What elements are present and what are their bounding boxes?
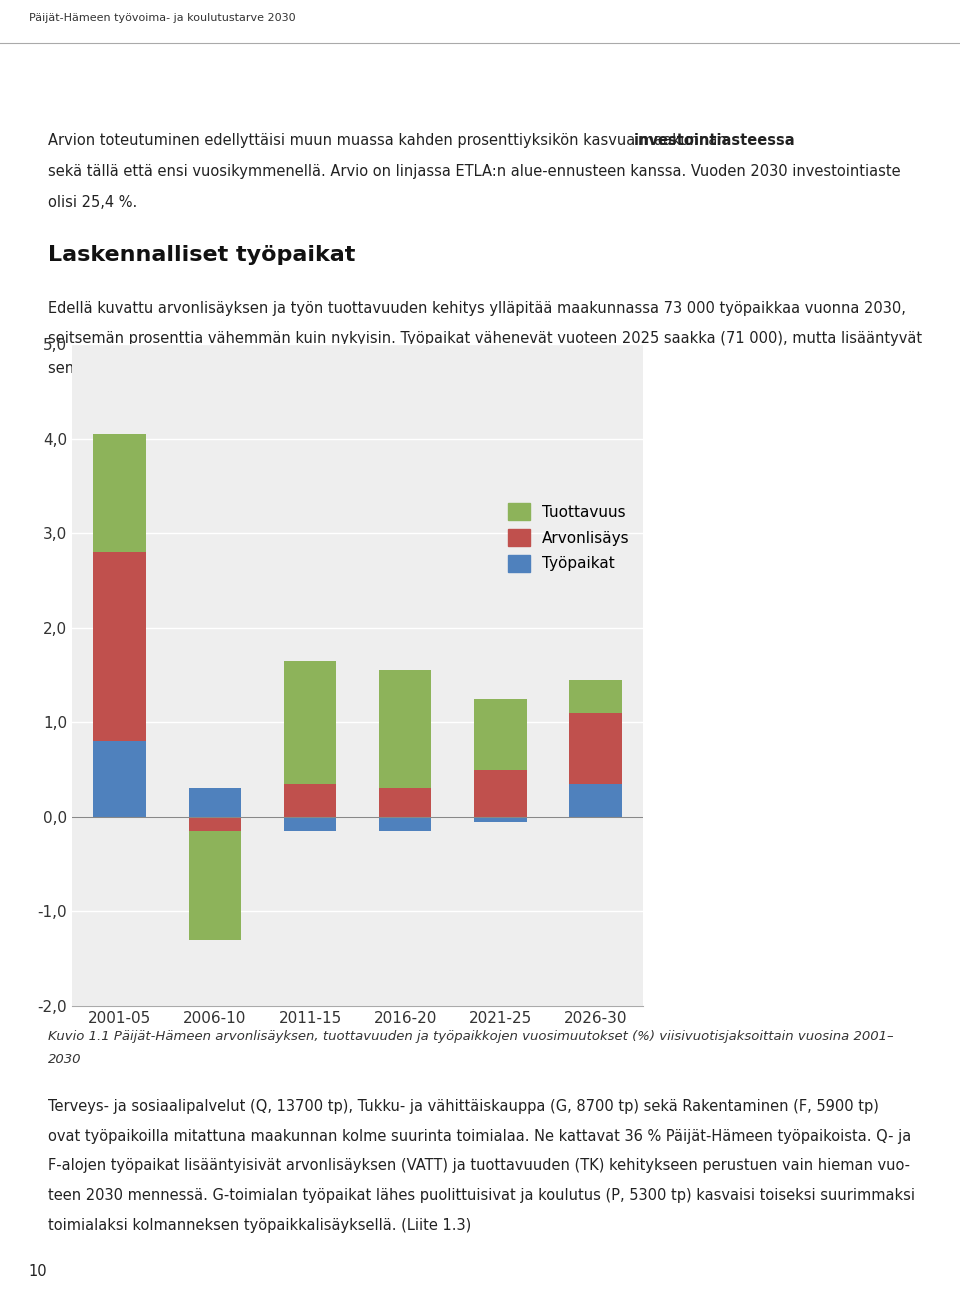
Bar [474,698,527,770]
Text: 10: 10 [29,1264,47,1280]
Bar [379,816,431,831]
Bar [188,831,241,940]
Bar [474,770,527,816]
Bar [284,784,336,816]
Text: F-alojen työpaikat lisääntyisivät arvonlisäyksen (VATT) ja tuottavuuden (TK) keh: F-alojen työpaikat lisääntyisivät arvonl… [48,1158,910,1173]
Text: Päijät-Hämeen työvoima- ja koulutustarve 2030: Päijät-Hämeen työvoima- ja koulutustarve… [29,13,296,23]
Text: Terveys- ja sosiaalipalvelut (Q, 13700 tp), Tukku- ja vähittäiskauppa (G, 8700 t: Terveys- ja sosiaalipalvelut (Q, 13700 t… [48,1098,878,1114]
Text: olisi 25,4 %.: olisi 25,4 %. [48,195,137,210]
Text: Kuvio 1.1 Päijät-Hämeen arvonlisäyksen, tuottavuuden ja työpaikkojen vuosimuutok: Kuvio 1.1 Päijät-Hämeen arvonlisäyksen, … [48,1031,894,1044]
Bar [284,816,336,831]
Text: ovat työpaikoilla mitattuna maakunnan kolme suurinta toimialaa. Ne kattavat 36 %: ovat työpaikoilla mitattuna maakunnan ko… [48,1128,911,1144]
Text: teen 2030 mennessä. G-toimialan työpaikat lähes puolittuisivat ja koulutus (P, 5: teen 2030 mennessä. G-toimialan työpaika… [48,1189,915,1203]
Bar [379,670,431,788]
Bar [93,741,146,816]
Bar [93,552,146,741]
Text: sen jälkeen. (Kuvio 1.1): sen jälkeen. (Kuvio 1.1) [48,361,220,376]
Text: Arvion toteutuminen edellyttäisi muun muassa kahden prosenttiyksikön kasvua maak: Arvion toteutuminen edellyttäisi muun mu… [48,132,732,148]
Text: investointiasteessa: investointiasteessa [634,132,795,148]
Bar [284,661,336,784]
Text: 2030: 2030 [48,1053,82,1066]
Bar [569,784,622,816]
Bar [474,816,527,822]
Text: sekä tällä että ensi vuosikymmenellä. Arvio on linjassa ETLA:n alue-ennusteen ka: sekä tällä että ensi vuosikymmenellä. Ar… [48,164,900,179]
Legend: Tuottavuus, Arvonlisäys, Työpaikat: Tuottavuus, Arvonlisäys, Työpaikat [502,497,636,578]
Bar [569,680,622,713]
Text: Laskennalliset työpaikat: Laskennalliset työpaikat [48,245,355,265]
Bar [93,434,146,552]
Text: toimialaksi kolmanneksen työpaikkalisäyksellä. (Liite 1.3): toimialaksi kolmanneksen työpaikkalisäyk… [48,1219,471,1233]
Bar [188,788,241,816]
Bar [569,713,622,784]
Bar [379,788,431,816]
Text: Edellä kuvattu arvonlisäyksen ja työn tuottavuuden kehitys ylläpitää maakunnassa: Edellä kuvattu arvonlisäyksen ja työn tu… [48,301,906,317]
Text: seitsemän prosenttia vähemmän kuin nykyisin. Työpaikat vähenevät vuoteen 2025 sa: seitsemän prosenttia vähemmän kuin nykyi… [48,331,923,347]
Bar [188,816,241,831]
